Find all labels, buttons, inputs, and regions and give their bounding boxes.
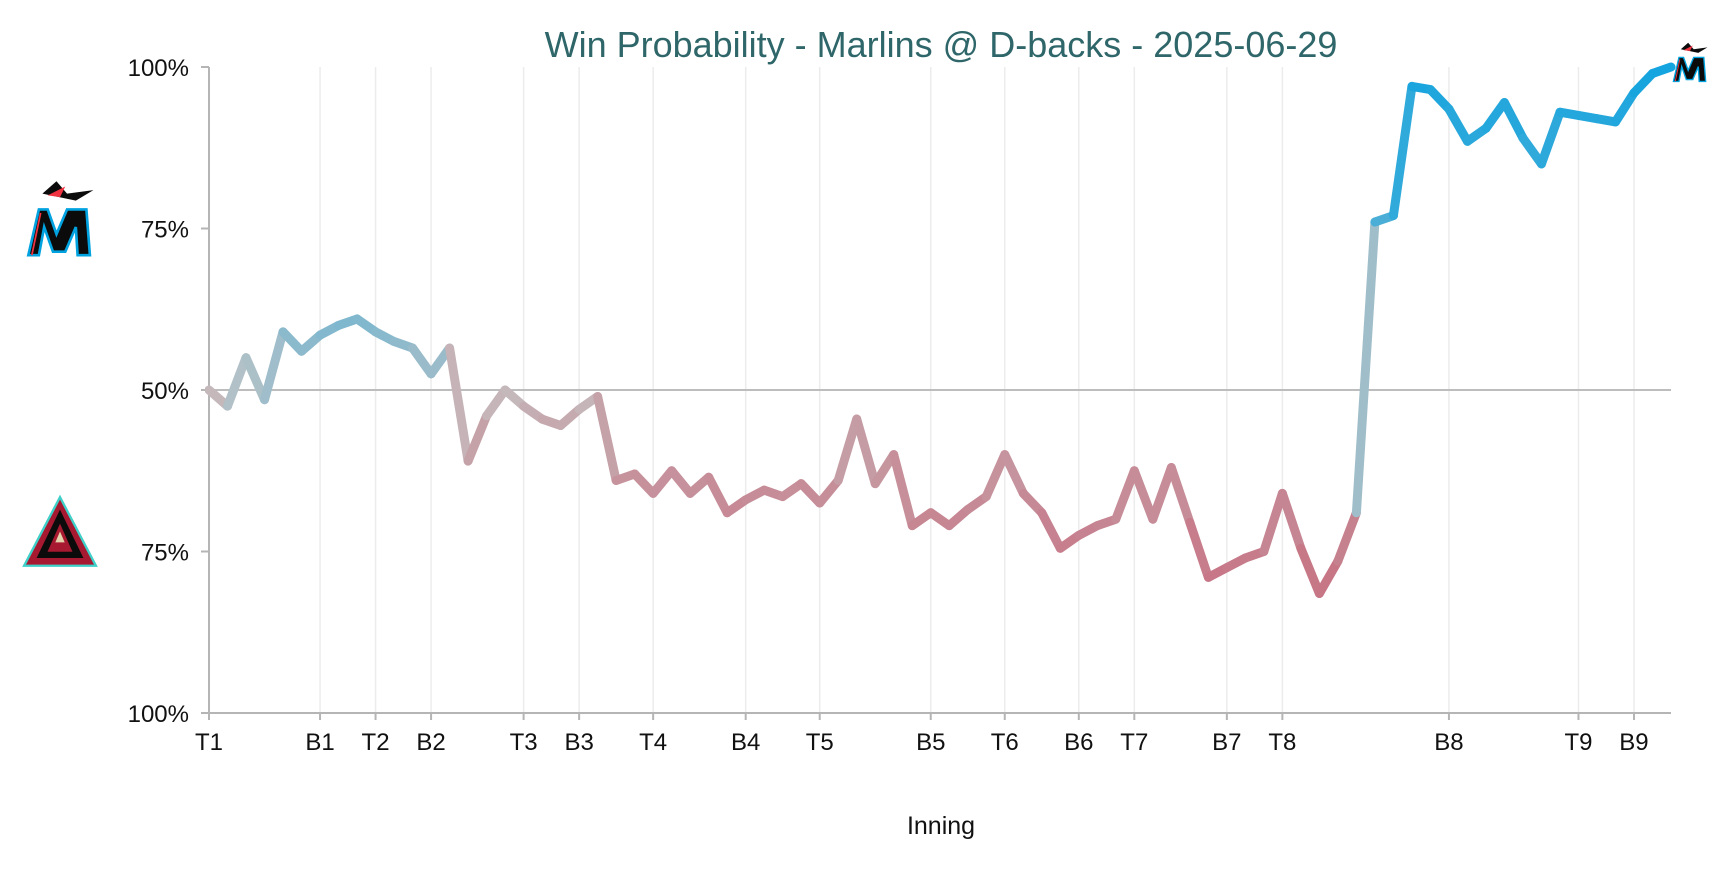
line-segment-0-52 [1166, 463, 1195, 527]
line-segment-0-70 [1499, 98, 1528, 143]
line-segment-0-45 [1037, 508, 1065, 553]
win-probability-line [205, 62, 1676, 598]
y-tick-label: 75% [141, 540, 189, 567]
line-segment-0-67 [1444, 104, 1472, 146]
x-tick-label: T3 [510, 729, 538, 756]
y-tick-label: 50% [141, 378, 189, 405]
x-tick-label: B9 [1619, 729, 1648, 756]
y-tick-label: 100% [128, 55, 189, 82]
line-segment-0-58 [1277, 488, 1306, 553]
line-segment-0-21 [593, 391, 621, 485]
line-segment-0-35 [852, 414, 880, 489]
line-segment-0-14 [463, 411, 492, 466]
y-axis-ticks: 100% 75% 50% 75% 100% [128, 55, 209, 728]
line-segment-0-76 [1610, 88, 1639, 127]
line-segment-0-25 [667, 466, 695, 498]
x-tick-label: T8 [1268, 729, 1296, 756]
x-tick-label: B2 [416, 729, 445, 756]
marlins-logo-icon [26, 179, 95, 257]
x-tick-label: T6 [991, 729, 1019, 756]
line-segment-0-13 [445, 343, 473, 466]
x-tick-label: T5 [806, 729, 834, 756]
x-tick-label: T2 [362, 729, 390, 756]
line-segment-0-1 [223, 353, 251, 411]
line-segment-0-33 [815, 475, 843, 508]
line-segment-0-60 [1314, 556, 1343, 598]
line-segment-0-42 [981, 450, 1010, 502]
line-segment-0-53 [1185, 517, 1213, 582]
line-segment-0-34 [833, 414, 862, 485]
line-segment-0-69 [1481, 98, 1509, 133]
y-tick-label: 100% [128, 701, 189, 728]
line-segment-0-15 [482, 385, 510, 421]
x-axis-title: Inning [907, 812, 975, 840]
x-tick-label: T4 [639, 729, 667, 756]
x-tick-label: T1 [195, 729, 223, 756]
x-tick-label: B7 [1212, 729, 1241, 756]
line-segment-0-51 [1148, 463, 1176, 524]
x-tick-label: T9 [1564, 729, 1592, 756]
x-tick-label: B1 [305, 729, 334, 756]
x-tick-label: T7 [1120, 729, 1148, 756]
line-segment-0-27 [704, 472, 732, 518]
x-tick-label: B5 [916, 729, 945, 756]
x-tick-label: B4 [731, 729, 760, 756]
line-segment-0-11 [408, 343, 436, 379]
line-segment-0-3 [260, 327, 288, 405]
line-segment-0-62 [1351, 217, 1380, 518]
marlins-endpoint-logo-icon [1672, 42, 1709, 83]
line-segment-0-24 [648, 466, 677, 498]
line-segment-0-64 [1388, 81, 1417, 221]
line-segment-0-43 [1000, 450, 1028, 498]
y-tick-label: 75% [141, 217, 189, 244]
line-segment-0-78 [1647, 62, 1676, 78]
x-axis-ticks: T1 B1 T2 B2 T3 B3 T4 B4 T5 B5 T6 B6 T7 B7 T8 B8 T9 B9 [195, 713, 1649, 756]
chart-title: Win Probability - Marlins @ D-backs - 20… [545, 24, 1338, 65]
line-segment-0-50 [1129, 466, 1158, 524]
x-tick-label: B3 [564, 729, 593, 756]
line-segment-0-49 [1111, 466, 1139, 524]
line-segment-0-72 [1536, 107, 1565, 169]
line-segment-0-37 [889, 450, 917, 531]
x-tick-label: B6 [1064, 729, 1093, 756]
line-segment-0-57 [1259, 488, 1287, 556]
x-tick-label: B8 [1434, 729, 1463, 756]
line-segment-0-61 [1333, 508, 1361, 566]
line-segment-0-2 [241, 353, 270, 405]
line-segment-0-59 [1296, 543, 1324, 598]
dbacks-logo-icon [22, 495, 98, 568]
